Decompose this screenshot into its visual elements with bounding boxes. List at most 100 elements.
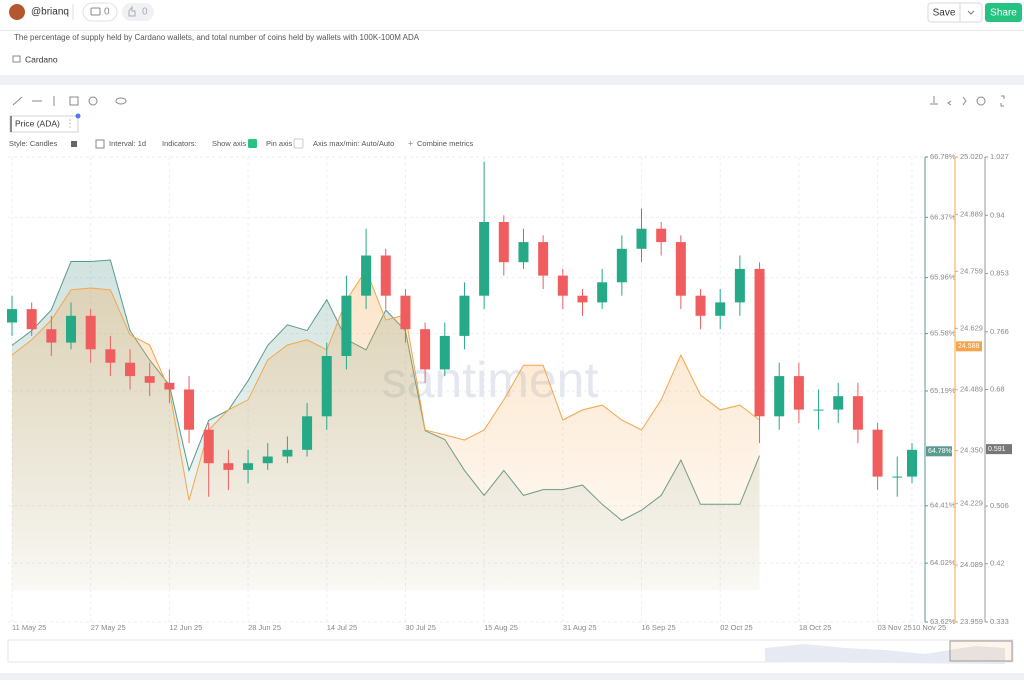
candle-body: [557, 275, 568, 296]
candle-body: [302, 416, 313, 450]
show-axis-label: Show axis: [212, 139, 246, 148]
candle-body: [872, 429, 883, 477]
save-label: Save: [933, 8, 956, 19]
dropdown-icon[interactable]: [967, 10, 975, 15]
metric-label: Price (ADA): [15, 118, 60, 128]
style-select[interactable]: Style: Candles: [9, 139, 58, 148]
y-tick-label: 24.759: [960, 266, 983, 275]
current-value-label: 0.591: [988, 446, 1006, 453]
candle-body: [715, 302, 726, 316]
y-tick-label: 24.089: [960, 560, 983, 569]
y-tick-label: 24.889: [960, 209, 983, 218]
candle-body: [26, 309, 37, 330]
candle-body: [754, 268, 765, 417]
y-tick-label: 0.853: [990, 269, 1009, 278]
x-tick-label: 10 Nov 25: [912, 623, 946, 632]
x-tick-label: 02 Oct 25: [720, 623, 753, 632]
y-tick-label: 25.020: [960, 152, 983, 161]
x-tick-label: 12 Jun 25: [169, 623, 202, 632]
chart-actions[interactable]: [930, 95, 1005, 107]
y-tick-label: 0.766: [990, 327, 1009, 336]
candle-body: [164, 382, 175, 390]
x-tick-label: 30 Jul 25: [405, 623, 435, 632]
current-value-badge: [926, 446, 952, 457]
y-tick-label: 24.629: [960, 323, 983, 332]
candle-body: [656, 228, 667, 243]
candle-body: [46, 329, 57, 343]
visibility-tool[interactable]: [115, 97, 127, 105]
indicators-select[interactable]: Indicators:: [162, 139, 197, 148]
plot: 11 May 25 27 May 25 12 Jun 25 28 Jun 25 14 J…: [7, 152, 1012, 632]
candle-body: [85, 315, 96, 350]
y-tick-label: 66.78%: [930, 152, 956, 161]
candle-body: [518, 242, 529, 263]
show-axis-checkbox[interactable]: [248, 139, 257, 148]
x-tick-label: 28 Jun 25: [248, 623, 281, 632]
candle-body: [144, 376, 155, 383]
candle-body: [321, 355, 332, 417]
comment-icon: [90, 7, 101, 16]
interval-select[interactable]: Interval: 1d: [109, 139, 146, 148]
interval-icon: [95, 139, 105, 149]
candle-body: [223, 463, 234, 470]
candle-body: [813, 409, 824, 411]
current-value-badge: [956, 341, 982, 352]
candle-body: [597, 282, 608, 303]
candle-body: [125, 362, 136, 377]
pin-axis-label: Pin axis: [266, 139, 293, 148]
candle-body: [907, 449, 917, 477]
candle-body: [400, 295, 411, 330]
x-tick-label: 11 May 25: [12, 623, 46, 632]
candle-body: [734, 268, 745, 303]
candle-body: [203, 429, 214, 464]
candle-body: [184, 389, 195, 430]
metric-menu[interactable]: ⋮: [65, 119, 75, 130]
navigator-window[interactable]: [949, 640, 1013, 662]
x-tick-label: 31 Aug 25: [563, 623, 597, 632]
candle-body: [538, 242, 549, 276]
y-tick-label: 65.96%: [930, 273, 956, 282]
candle-body: [852, 396, 863, 430]
y-tick-label: 64.02%: [930, 558, 956, 567]
candle-body: [636, 228, 647, 249]
candle-body: [774, 376, 785, 417]
y-tick-label: 24.350: [960, 446, 983, 455]
tool-icons[interactable]: [12, 96, 79, 106]
emoji-tool[interactable]: [88, 96, 98, 106]
description: The percentage of supply held by Cardano…: [14, 33, 420, 42]
current-value-label: 24.588: [958, 343, 980, 350]
y-tick-label: 24.489: [960, 385, 983, 394]
drawing-tools: [12, 95, 1005, 107]
y-tick-label: 64.41%: [930, 501, 956, 510]
x-tick-label: 14 Jul 25: [327, 623, 357, 632]
plus-icon: +: [408, 138, 413, 148]
tag-icon: [12, 55, 21, 63]
user-name[interactable]: @brianq: [31, 7, 69, 18]
axis-minmax-select[interactable]: Axis max/min: Auto/Auto: [313, 139, 394, 148]
candle-body: [892, 476, 903, 478]
candle-body: [361, 255, 372, 296]
like-button[interactable]: [122, 3, 154, 21]
separator: [0, 75, 1024, 85]
combine-metrics[interactable]: Combine metrics: [417, 139, 474, 148]
pin-axis-checkbox[interactable]: [293, 138, 304, 149]
save-button[interactable]: [927, 2, 983, 23]
y-tick-label: 65.58%: [930, 329, 956, 338]
candle-body: [459, 295, 470, 336]
y-tick-label: 1.027: [990, 152, 1009, 161]
y-tick-label: 65.19%: [930, 386, 956, 395]
candle-body: [793, 376, 804, 410]
navigator-preview: [765, 644, 1005, 664]
tag[interactable]: Cardano: [25, 54, 58, 64]
current-value-label: 64.78%: [928, 448, 952, 455]
x-tick-label: 27 May 25: [91, 623, 126, 632]
candle-body: [833, 396, 844, 410]
avatar[interactable]: [9, 4, 25, 20]
x-tick-label: 18 Oct 25: [799, 623, 832, 632]
share-button[interactable]: [985, 3, 1022, 22]
navigator[interactable]: [7, 639, 1014, 663]
color-select[interactable]: [71, 141, 77, 147]
share-label: Share: [990, 8, 1017, 19]
likes-count: 0: [142, 7, 148, 18]
